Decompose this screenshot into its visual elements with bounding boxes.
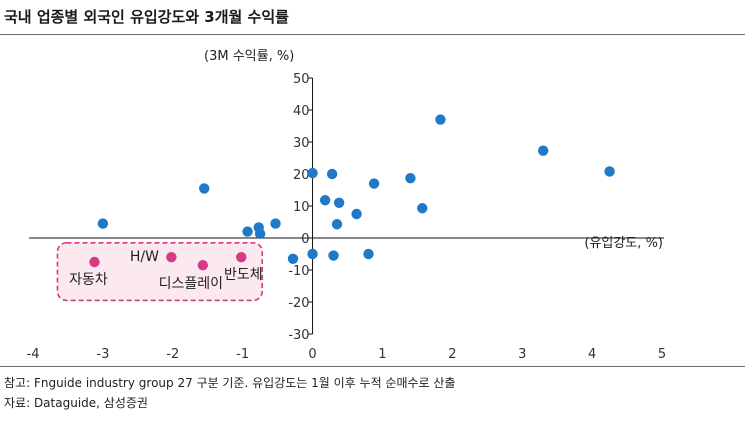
data-point [97,218,109,229]
data-point [331,219,343,230]
x-axis-title: (유입강도, %) [584,236,663,251]
page-title: 국내 업종별 외국인 유입강도와 3개월 수익률 [4,8,289,26]
y-tick-label: -30 [288,328,309,343]
data-point [307,167,318,179]
x-tick-label: 1 [378,347,386,362]
y-axis-title: (3M 수익률, %) [204,49,294,64]
y-tick-label: 40 [293,104,310,119]
data-point [351,208,362,220]
data-point [242,226,253,237]
data-point [199,183,210,194]
title-divider [0,34,745,35]
source-note: 자료: Dataguide, 삼성증권 [4,396,148,410]
y-tick-label: 10 [293,200,310,215]
data-point [307,248,318,260]
highlight-point [166,252,177,263]
data-point [333,197,345,208]
y-tick-label: 30 [293,136,310,151]
data-point [270,218,281,229]
x-tick-label: -1 [236,347,249,362]
data-point [287,253,299,264]
data-point [435,114,446,125]
x-tick-label: 3 [518,347,526,362]
x-tick-label: -2 [166,347,179,362]
y-tick-label: 20 [293,168,310,183]
y-tick-label: 0 [301,232,309,247]
data-point [368,178,380,189]
highlight-point-label: H/W [130,249,159,265]
data-point [405,172,416,184]
data-point [363,248,374,260]
data-point [328,250,339,261]
y-tick-label: -20 [288,296,309,311]
data-point [604,166,615,177]
footer-divider [0,366,745,367]
highlight-point [197,260,209,271]
highlight-point-label: 디스플레이 [159,276,223,292]
data-point [326,168,338,180]
data-point [537,145,549,156]
data-point [254,228,266,240]
x-tick-label: 5 [658,347,666,362]
highlight-point-label: 자동차 [69,272,108,288]
data-point [319,195,331,206]
x-tick-label: -3 [96,347,109,362]
data-point [417,203,428,214]
highlight-box [56,242,264,302]
x-tick-label: -4 [27,347,40,362]
y-tick-label: 50 [293,72,310,87]
x-tick-label: 0 [308,347,316,362]
highlight-point [89,256,100,268]
footnote: 참고: Fnguide industry group 27 구분 기준. 유입강… [4,376,456,390]
y-tick-label: -10 [288,264,309,279]
x-tick-label: 4 [588,347,596,362]
highlight-point [236,252,247,263]
highlight-point-label: 반도체 [224,267,263,283]
x-tick-label: 2 [448,347,456,362]
